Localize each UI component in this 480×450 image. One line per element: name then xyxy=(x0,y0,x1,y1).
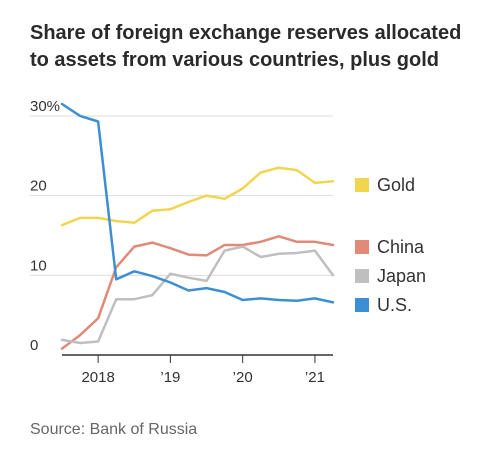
y-tick-label-20: 20 xyxy=(30,178,47,195)
legend-label-us: U.S. xyxy=(377,295,412,315)
legend-swatch-china xyxy=(355,240,369,254)
y-axis: 0 10 20 30% xyxy=(30,98,60,354)
legend-label-china: China xyxy=(377,237,425,257)
y-tick-label-0: 0 xyxy=(30,337,38,354)
chart-title-line-1: Share of foreign exchange reserves alloc… xyxy=(30,22,462,44)
y-tick-label-30: 30% xyxy=(30,98,60,115)
series-line-gold xyxy=(60,166,335,227)
chart-title-line-2: to assets from various countries, plus g… xyxy=(30,49,439,71)
y-tick-label-10: 10 xyxy=(30,257,47,274)
source-note: Source: Bank of Russia xyxy=(30,421,198,438)
series-line-japan xyxy=(60,245,335,345)
x-tick-label-2020: ’20 xyxy=(233,369,253,386)
legend-swatch-us xyxy=(355,298,369,312)
chart-title: Share of foreign exchange reserves alloc… xyxy=(30,20,470,74)
legend-label-japan: Japan xyxy=(377,266,426,286)
legend: Gold China Japan U.S. xyxy=(355,175,426,315)
series-line-us xyxy=(60,102,335,304)
x-tick-label-2019: ’19 xyxy=(160,369,180,386)
legend-label-gold: Gold xyxy=(377,175,415,195)
x-tick-label-2021: ’21 xyxy=(305,369,325,386)
legend-swatch-japan xyxy=(355,269,369,283)
x-tick-label-2018: 2018 xyxy=(81,369,114,386)
series-lines xyxy=(60,102,335,350)
legend-swatch-gold xyxy=(355,178,369,192)
series-line-china xyxy=(60,235,335,350)
x-axis: 2018 ’19 ’20 ’21 xyxy=(62,354,333,386)
